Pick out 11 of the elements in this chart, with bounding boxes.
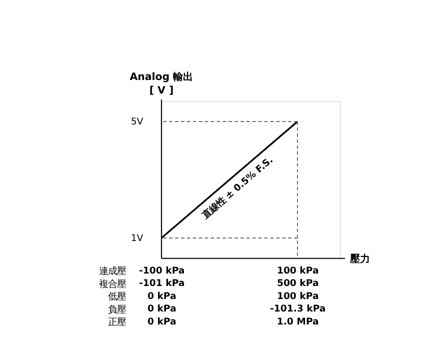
text: 複合壓	[98, 278, 126, 290]
x-tick-label: 100 kPa 500 kPa 100 kPa -101.3 kPa 1.0 MPa	[270, 265, 326, 328]
text: 正壓	[108, 317, 126, 328]
text: 連成壓	[98, 266, 126, 278]
y-tick-label: 5V	[130, 116, 144, 128]
x-axis-title: 壓力	[349, 252, 370, 265]
x-tick-label: -100 kPa -101 kPa 0 kPa 0 kPa 0 kPa	[139, 265, 185, 328]
y-axis-title: Analog 輸出 [ V ]	[130, 70, 194, 97]
y-tick-label: 1V	[130, 233, 144, 244]
text: 低壓	[108, 292, 126, 303]
text: 負壓	[108, 304, 126, 316]
